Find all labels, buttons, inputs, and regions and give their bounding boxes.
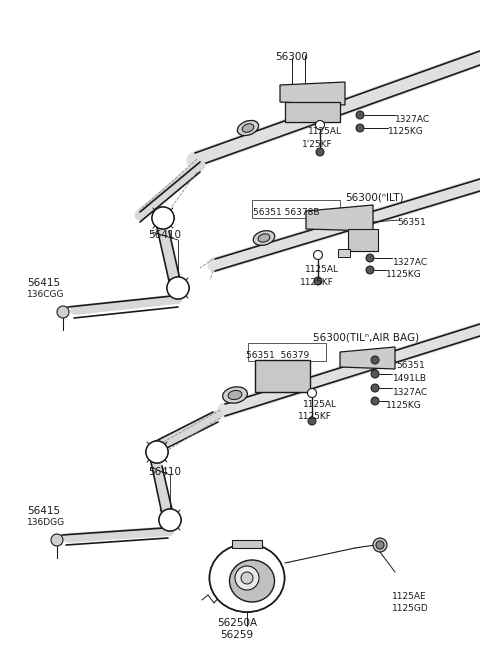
Text: 56351 56378B: 56351 56378B bbox=[253, 208, 320, 217]
Text: 56259: 56259 bbox=[220, 630, 253, 640]
Circle shape bbox=[57, 306, 69, 318]
Text: 136CGG: 136CGG bbox=[27, 290, 64, 299]
Polygon shape bbox=[340, 347, 395, 369]
Circle shape bbox=[373, 538, 387, 552]
Bar bbox=[255, 360, 310, 392]
Ellipse shape bbox=[209, 544, 285, 612]
Circle shape bbox=[356, 111, 364, 119]
Circle shape bbox=[308, 417, 316, 425]
Text: 1125KF: 1125KF bbox=[298, 412, 332, 421]
Polygon shape bbox=[280, 82, 345, 105]
Circle shape bbox=[164, 514, 176, 526]
Bar bbox=[248, 343, 326, 361]
Ellipse shape bbox=[223, 387, 247, 403]
Ellipse shape bbox=[229, 560, 275, 602]
Bar bbox=[338, 249, 350, 257]
Text: 1327AC: 1327AC bbox=[393, 258, 428, 267]
Bar bbox=[348, 229, 378, 251]
Text: 1125AL: 1125AL bbox=[308, 127, 342, 136]
Circle shape bbox=[51, 534, 63, 546]
Text: 1125AE: 1125AE bbox=[392, 592, 427, 601]
Circle shape bbox=[152, 207, 174, 229]
Text: 56410: 56410 bbox=[148, 230, 181, 240]
Text: 1'25KF: 1'25KF bbox=[302, 140, 333, 149]
Bar bbox=[285, 102, 340, 122]
Circle shape bbox=[159, 509, 181, 531]
Text: 1125KG: 1125KG bbox=[386, 270, 422, 279]
Text: 136DGG: 136DGG bbox=[27, 518, 65, 527]
Text: 56351  56379: 56351 56379 bbox=[246, 351, 309, 360]
Circle shape bbox=[371, 370, 379, 378]
Text: 56351: 56351 bbox=[396, 361, 425, 370]
Text: 1125KG: 1125KG bbox=[386, 401, 422, 410]
Circle shape bbox=[314, 277, 322, 285]
Text: 1125AL: 1125AL bbox=[303, 400, 337, 409]
Circle shape bbox=[172, 282, 184, 294]
Circle shape bbox=[376, 541, 384, 549]
Ellipse shape bbox=[253, 231, 275, 245]
Circle shape bbox=[167, 277, 189, 299]
Text: 1491LB: 1491LB bbox=[393, 374, 427, 383]
Circle shape bbox=[371, 384, 379, 392]
Ellipse shape bbox=[242, 124, 254, 132]
Circle shape bbox=[308, 388, 316, 397]
Circle shape bbox=[241, 572, 253, 584]
Circle shape bbox=[316, 148, 324, 156]
Circle shape bbox=[167, 277, 189, 299]
Text: 56415: 56415 bbox=[27, 506, 60, 516]
Text: 56250A: 56250A bbox=[217, 618, 257, 628]
Circle shape bbox=[313, 250, 323, 260]
Bar bbox=[232, 540, 262, 548]
Ellipse shape bbox=[238, 120, 259, 135]
Text: 1125KG: 1125KG bbox=[388, 127, 424, 136]
Ellipse shape bbox=[258, 234, 270, 242]
Text: 56415: 56415 bbox=[27, 278, 60, 288]
Circle shape bbox=[371, 356, 379, 364]
Text: 1327AC: 1327AC bbox=[395, 115, 430, 124]
Circle shape bbox=[371, 397, 379, 405]
Circle shape bbox=[146, 441, 168, 463]
Ellipse shape bbox=[228, 390, 242, 399]
Text: 1125GD: 1125GD bbox=[392, 604, 429, 613]
Text: 56300: 56300 bbox=[276, 52, 309, 62]
Circle shape bbox=[315, 120, 324, 129]
Text: 56300(TILⁿ,AIR BAG): 56300(TILⁿ,AIR BAG) bbox=[313, 332, 419, 342]
Text: 1125AL: 1125AL bbox=[305, 265, 339, 274]
Circle shape bbox=[146, 441, 168, 463]
Polygon shape bbox=[306, 205, 373, 231]
Text: 1327AC: 1327AC bbox=[393, 388, 428, 397]
Ellipse shape bbox=[209, 544, 285, 612]
Circle shape bbox=[151, 446, 163, 458]
Circle shape bbox=[152, 207, 174, 229]
Circle shape bbox=[235, 566, 259, 590]
Circle shape bbox=[356, 124, 364, 132]
Circle shape bbox=[366, 254, 374, 262]
Text: 56410: 56410 bbox=[148, 467, 181, 477]
Circle shape bbox=[159, 509, 181, 531]
Circle shape bbox=[366, 266, 374, 274]
Text: 1125KF: 1125KF bbox=[300, 278, 334, 287]
Text: 56351: 56351 bbox=[397, 218, 426, 227]
Bar bbox=[252, 200, 340, 218]
Circle shape bbox=[157, 212, 169, 224]
Text: 56300(ⁿILT): 56300(ⁿILT) bbox=[345, 192, 404, 202]
